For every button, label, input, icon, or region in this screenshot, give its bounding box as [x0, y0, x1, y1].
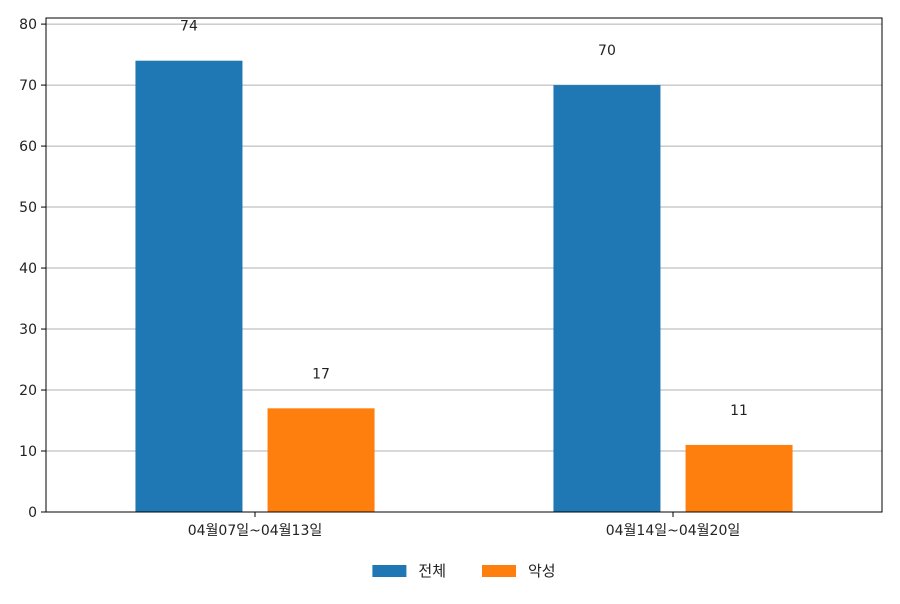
y-tick-label: 60 [19, 139, 37, 155]
bar-total [553, 85, 661, 512]
legend-label: 전체 [418, 562, 446, 580]
bar-total [135, 60, 243, 513]
y-tick-label: 70 [19, 78, 37, 94]
data-label: 11 [730, 403, 748, 419]
y-tick-label: 80 [19, 17, 37, 33]
bar-malicious [267, 408, 375, 512]
legend-swatch [482, 565, 516, 577]
y-tick-label: 0 [28, 505, 37, 521]
data-label: 74 [180, 19, 198, 35]
y-tick-label: 20 [19, 383, 37, 399]
data-labels: 74 17 70 11 [180, 19, 748, 419]
bar-malicious [685, 444, 793, 512]
data-label: 70 [598, 43, 616, 59]
plot-frame [45, 17, 883, 513]
x-tick-label: 04월07일~04월13일 [188, 523, 323, 539]
bars [135, 60, 793, 513]
data-label: 17 [312, 366, 330, 382]
x-tick-label: 04월14일~04월20일 [606, 523, 741, 539]
y-tick-label: 50 [19, 200, 37, 216]
y-axis: 0 10 20 30 40 50 60 70 80 [19, 17, 46, 521]
legend-swatch [372, 565, 407, 577]
y-tick-label: 40 [19, 261, 37, 277]
y-tick-label: 30 [19, 322, 37, 338]
legend: 전체 악성 [372, 562, 556, 580]
y-tick-label: 10 [19, 444, 37, 460]
x-axis: 04월07일~04월13일 04월14일~04월20일 [188, 512, 741, 539]
legend-label: 악성 [528, 562, 556, 580]
